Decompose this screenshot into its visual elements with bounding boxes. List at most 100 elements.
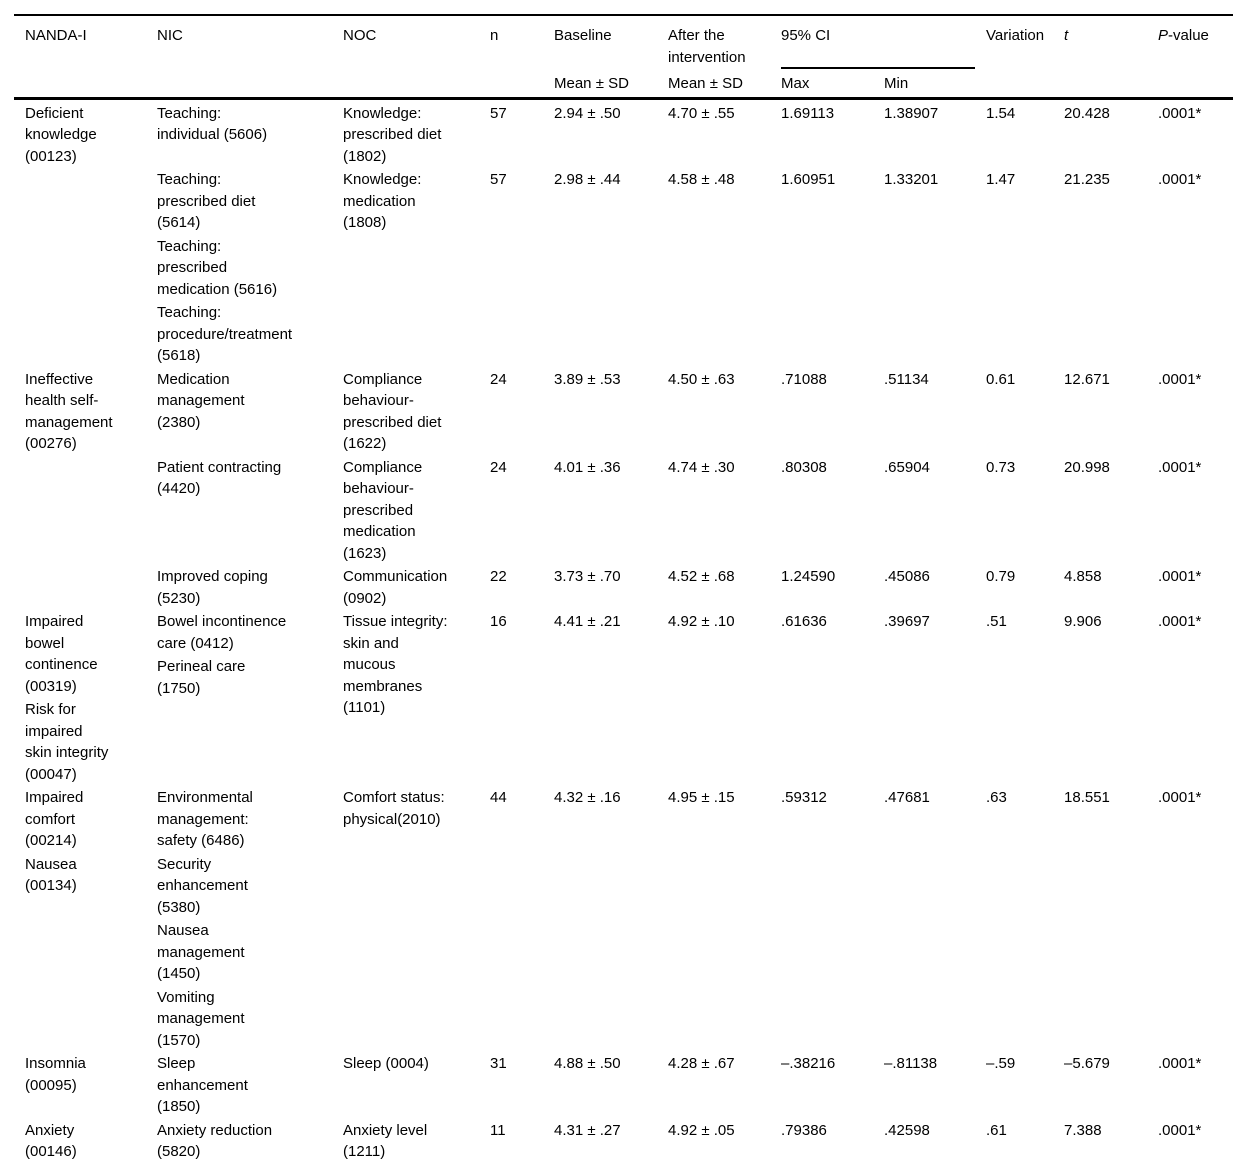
header-label: NIC: [157, 27, 183, 44]
cell-t: 18.551: [1064, 789, 1110, 806]
col-header-variation: Variation: [986, 15, 1064, 73]
col-header-min: Min: [884, 73, 987, 100]
col-header-baseline: Baseline: [554, 15, 668, 73]
cell-noc: Anxiety level (1211): [343, 1120, 490, 1160]
table-row: Impaired comfort (00214) Nausea (00134) …: [14, 787, 1233, 1053]
subheader-baseline-mean-sd: Mean ± SD: [554, 73, 668, 100]
cell-n: 44: [490, 789, 507, 806]
cell-variation: 0.73: [986, 458, 1016, 476]
cell-ci-max: .59312: [781, 789, 827, 806]
cell-baseline-mean-sd: 2.94 ± .50: [554, 104, 621, 122]
nic-intervention: Vomiting management (1570): [157, 988, 245, 1049]
cell-t: 20.428: [1064, 104, 1110, 122]
cell-variation: .51: [986, 613, 1007, 630]
header-label: 95% CI: [781, 27, 831, 44]
header-label: Mean ± SD: [554, 75, 629, 92]
cell-noc: Compliance behaviour- prescribed diet (1…: [343, 369, 490, 457]
cell-nic: Teaching: prescribed diet (5614) Teachin…: [157, 169, 343, 369]
cell-ci-min: .39697: [884, 613, 930, 630]
cell-nic: Bowel incontinence care (0412) Perineal …: [157, 611, 343, 787]
cell-after-mean-sd: 4.58 ± .48: [668, 171, 735, 188]
cell-nic: Improved coping (5230): [157, 566, 343, 611]
cell-n: 11: [490, 1121, 506, 1139]
header-label: NANDA-I: [25, 27, 87, 44]
header-label: Max: [781, 75, 810, 92]
col-header-max: Max: [781, 73, 884, 100]
nic-intervention: Improved coping (5230): [157, 568, 268, 607]
header-label: n: [490, 27, 499, 44]
noc-outcome: Comfort status: physical(2010): [343, 789, 445, 828]
col-header-95-ci: 95% CI: [781, 15, 986, 73]
table-row: Deficient knowledge (00123) Teaching: in…: [14, 98, 1233, 169]
cell-ci-max: .71088: [781, 370, 827, 388]
cell-n: 24: [490, 370, 507, 388]
subheader-empty: [986, 73, 1065, 100]
cell-baseline-mean-sd: 2.98 ± .44: [554, 171, 621, 188]
table-row: Patient contracting (4420) Compliance be…: [14, 457, 1233, 567]
cell-ci-min: .65904: [884, 458, 930, 476]
nic-intervention: Perineal care (1750): [157, 658, 246, 697]
nanda-diagnosis: Impaired comfort (00214): [25, 789, 84, 849]
cell-ci-max: 1.24590: [781, 568, 836, 585]
cell-nanda: [14, 566, 157, 611]
cell-nanda: [14, 457, 157, 567]
header-label: After the intervention: [668, 27, 746, 66]
cell-baseline-mean-sd: 4.32 ± .16: [554, 789, 621, 806]
cell-after-mean-sd: 4.95 ± .15: [668, 789, 735, 806]
cell-nanda: Deficient knowledge (00123): [14, 98, 157, 169]
cell-baseline-mean-sd: 3.73 ± .70: [554, 568, 621, 585]
noc-outcome: Knowledge: prescribed diet (1802): [343, 104, 442, 165]
cell-p-value: .0001*: [1158, 104, 1202, 122]
cell-nanda: Anxiety (00146): [14, 1120, 157, 1160]
header-label: Baseline: [554, 27, 612, 44]
cell-nanda: Ineffective health self- management (002…: [14, 369, 157, 457]
cell-after-mean-sd: 4.92 ± .05: [668, 1121, 735, 1139]
cell-n: 31: [490, 1055, 507, 1072]
results-table-container: NANDA-I NIC NOC n Baseline After the int…: [14, 14, 1247, 1160]
cell-baseline-mean-sd: 4.01 ± .36: [554, 458, 621, 476]
cell-nic: Patient contracting (4420): [157, 457, 343, 567]
nic-intervention: Teaching: prescribed medication (5616): [157, 237, 278, 298]
nanda-diagnosis: Deficient knowledge (00123): [25, 104, 97, 165]
col-header-noc: NOC: [343, 15, 490, 73]
cell-ci-min: 1.38907: [884, 104, 939, 122]
nic-intervention: Environmental management: safety (6486): [157, 789, 253, 849]
nic-intervention: Patient contracting (4420): [157, 458, 282, 498]
cell-variation: 0.79: [986, 568, 1016, 585]
cell-ci-max: 1.60951: [781, 171, 836, 188]
nanda-diagnosis: Anxiety (00146): [25, 1121, 77, 1160]
cell-nic: Environmental management: safety (6486) …: [157, 787, 343, 1053]
nanda-diagnosis: Insomnia (00095): [25, 1055, 86, 1094]
cell-ci-max: .61636: [781, 613, 827, 630]
cell-after-mean-sd: 4.28 ± .67: [668, 1055, 735, 1072]
col-header-nanda-i: NANDA-I: [14, 15, 157, 73]
cell-ci-max: .80308: [781, 458, 827, 476]
noc-outcome: Sleep (0004): [343, 1055, 429, 1072]
cell-t: 9.906: [1064, 613, 1102, 630]
nic-intervention: Security enhancement (5380): [157, 855, 248, 916]
cell-baseline-mean-sd: 3.89 ± .53: [554, 370, 621, 388]
cell-p-value: .0001*: [1158, 568, 1202, 585]
cell-t: 4.858: [1064, 568, 1102, 585]
cell-t: 20.998: [1064, 458, 1110, 476]
cell-baseline-mean-sd: 4.88 ± .50: [554, 1055, 621, 1072]
subheader-empty: [490, 73, 554, 100]
cell-p-value: .0001*: [1158, 1121, 1202, 1139]
cell-n: 57: [490, 104, 507, 122]
nic-intervention: Teaching: procedure/treatment (5618): [157, 304, 293, 364]
col-header-t: t: [1064, 15, 1158, 73]
subheader-after-mean-sd: Mean ± SD: [668, 73, 781, 100]
cell-noc: Communication (0902): [343, 566, 490, 611]
cell-p-value: .0001*: [1158, 458, 1202, 476]
subheader-empty: [157, 73, 343, 100]
header-row-sub: Mean ± SD Mean ± SD Max Min: [14, 73, 1234, 100]
cell-after-mean-sd: 4.92 ± .10: [668, 613, 735, 630]
nic-intervention: Teaching: individual (5606): [157, 104, 268, 144]
nanda-diagnosis: Nausea (00134): [25, 855, 77, 895]
table-row: Anxiety (00146) Anxiety reduction (5820)…: [14, 1120, 1233, 1160]
cell-variation: 1.47: [986, 171, 1016, 188]
nanda-diagnosis: Impaired bowel continence (00319): [25, 613, 98, 695]
nanda-diagnosis: Risk for impaired skin integrity (00047): [25, 701, 109, 783]
table-row: Teaching: prescribed diet (5614) Teachin…: [14, 169, 1233, 369]
cell-variation: –.59: [986, 1055, 1016, 1072]
